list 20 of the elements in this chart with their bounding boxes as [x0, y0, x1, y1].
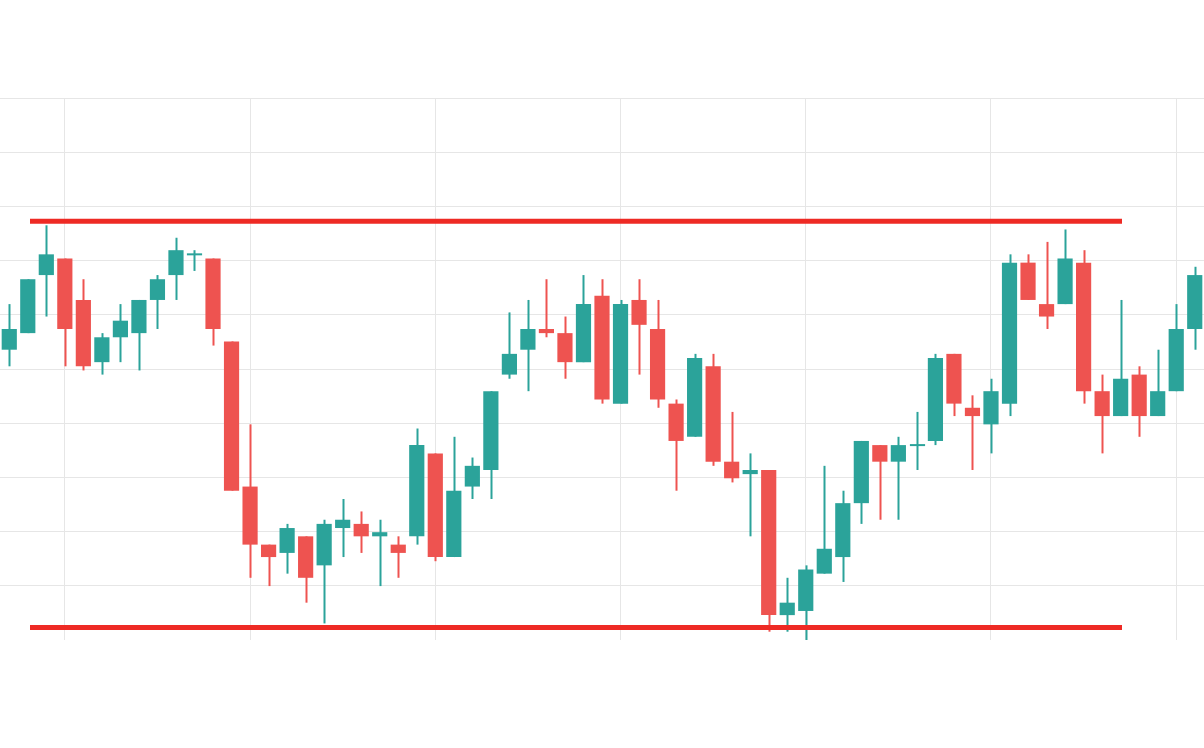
candlestick — [964, 394, 981, 471]
candlestick — [724, 410, 740, 484]
candlestick — [353, 510, 369, 554]
candlestick — [372, 518, 388, 588]
candlestick — [390, 535, 406, 579]
candlestick — [872, 444, 888, 521]
candlestick — [38, 224, 54, 318]
candlestick — [1038, 240, 1055, 330]
candlestick — [520, 298, 536, 393]
candlestick — [779, 576, 795, 633]
candlestick — [742, 452, 758, 538]
candlestick — [464, 456, 480, 501]
candlestick — [538, 278, 555, 339]
candlestick — [149, 274, 166, 330]
candlestick — [112, 303, 128, 364]
candlestick — [890, 435, 906, 521]
candlestick — [260, 543, 277, 588]
candlestick — [335, 498, 351, 559]
candlestick — [501, 311, 517, 380]
candlestick — [1, 303, 17, 368]
